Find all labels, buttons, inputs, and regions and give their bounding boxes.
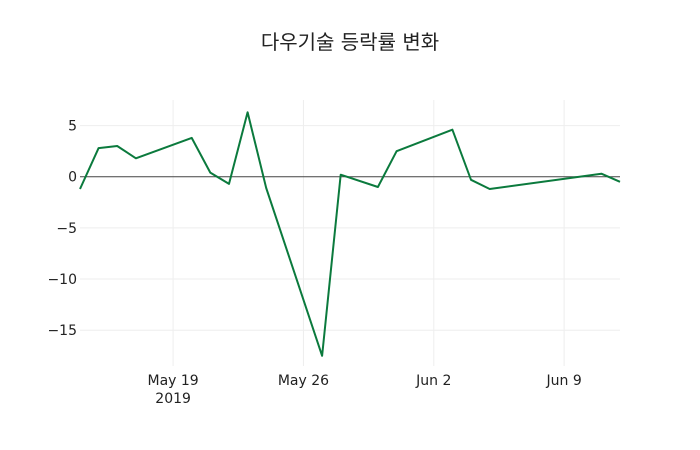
y-tick-label: 0 — [68, 170, 77, 186]
x-tick-label: Jun 2 — [415, 373, 451, 389]
y-tick-label: 5 — [68, 119, 77, 135]
x-axis: May 19 2019 May 26 Jun 2 Jun 9 — [147, 373, 581, 407]
y-axis: 5 0 −5 −10 −15 — [47, 119, 77, 340]
y-tick-label: −10 — [47, 272, 77, 288]
y-tick-label: −15 — [47, 323, 77, 339]
x-tick-label: Jun 9 — [546, 373, 582, 389]
x-tick-year-label: 2019 — [155, 391, 191, 407]
chart-title: 다우기술 등락률 변화 — [261, 30, 439, 54]
x-tick-label: May 26 — [278, 373, 329, 389]
y-tick-label: −5 — [56, 221, 77, 237]
series-line — [79, 111, 621, 357]
grid-lines — [80, 100, 620, 366]
x-tick-label: May 19 — [147, 373, 198, 389]
